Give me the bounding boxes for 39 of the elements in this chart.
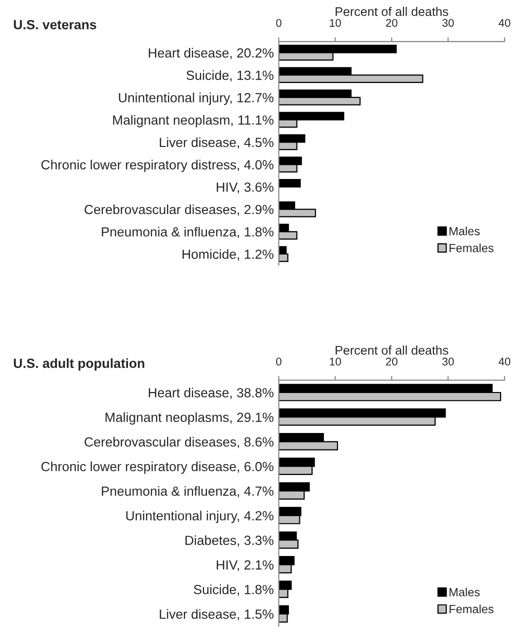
bar bbox=[278, 178, 301, 188]
y-tick-label: Cerebrovascular diseases, 2.9% bbox=[84, 204, 274, 216]
y-tick-label: Diabetes, 3.3% bbox=[186, 535, 274, 547]
y-tick-label: Liver disease, 1.5% bbox=[160, 609, 274, 620]
y-tick-label: Malignant neoplasms, 29.1% bbox=[106, 412, 274, 425]
y-tick-label: Heart disease, 20.2% bbox=[148, 48, 274, 60]
y-tick-label: Homicide, 1.2% bbox=[182, 249, 274, 260]
y-tick-label: Pneumonia & influenza, 4.7% bbox=[102, 486, 274, 498]
y-tick-label: Suicide, 13.1% bbox=[186, 70, 274, 82]
legend-label: Females bbox=[450, 244, 494, 252]
x-tick-label: 10 bbox=[330, 358, 341, 366]
x-tick-label: 0 bbox=[276, 358, 282, 366]
x-tick-label: 40 bbox=[498, 358, 510, 366]
y-tick-label: Chronic lower respiratory distress, 4.0% bbox=[41, 160, 274, 172]
legend-label: Males bbox=[450, 226, 480, 236]
y-tick-label: Suicide, 1.8% bbox=[194, 584, 274, 596]
x-tick-label: 30 bbox=[442, 18, 454, 27]
x-tick-label: 10 bbox=[330, 18, 341, 27]
x-tick-label: 30 bbox=[442, 358, 454, 366]
legend-label: Females bbox=[450, 604, 494, 614]
x-tick-label: 20 bbox=[386, 358, 398, 366]
x-tick-label: 40 bbox=[498, 18, 510, 27]
legend-label: Males bbox=[450, 588, 480, 596]
x-axis-title: Percent of all deaths bbox=[336, 6, 448, 16]
y-tick-label: Liver disease, 4.5% bbox=[160, 137, 274, 149]
y-tick-label: Unintentional injury, 4.2% bbox=[126, 510, 274, 524]
y-tick-label: HIV, 2.1% bbox=[216, 560, 274, 572]
x-tick-label: 20 bbox=[386, 18, 398, 27]
y-tick-label: Malignant neoplasm, 11.1% bbox=[113, 115, 274, 128]
y-tick-label: Chronic lower respiratory disease, 6.0% bbox=[41, 462, 274, 474]
x-axis-title: Percent of all deaths bbox=[336, 346, 448, 355]
y-tick-label: HIV, 3.6% bbox=[216, 182, 274, 194]
y-tick-label: Pneumonia & influenza, 1.8% bbox=[102, 226, 274, 238]
y-tick-label: Unintentional injury, 12.7% bbox=[118, 92, 274, 105]
text: U.S. veterans bbox=[14, 20, 96, 30]
x-tick-label: 0 bbox=[276, 18, 282, 27]
y-tick-label: Heart disease, 38.8% bbox=[148, 388, 274, 399]
text: U.S. adult population bbox=[14, 358, 144, 371]
y-tick-label: Cerebrovascular diseases, 8.6% bbox=[84, 436, 274, 448]
